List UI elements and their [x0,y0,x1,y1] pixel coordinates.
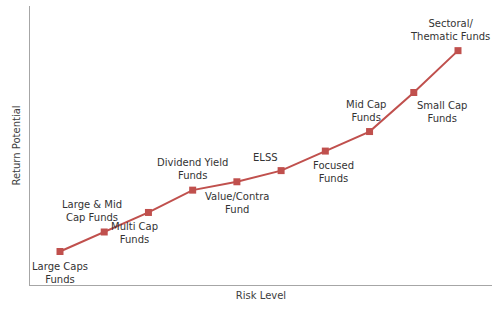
svg-text:Return Potential: Return Potential [11,105,22,185]
svg-text:Value/ContraFund: Value/ContraFund [205,191,269,215]
svg-text:Sectoral/Thematic Funds: Sectoral/Thematic Funds [410,18,490,42]
svg-text:Risk Level: Risk Level [236,290,286,301]
svg-text:FocusedFunds: FocusedFunds [313,160,354,184]
svg-text:Small CapFunds: Small CapFunds [417,100,467,124]
svg-text:Large & MidCap Funds: Large & MidCap Funds [62,199,122,223]
svg-text:Large CapsFunds: Large CapsFunds [32,261,88,285]
svg-text:Dividend YieldFunds: Dividend YieldFunds [157,157,228,181]
svg-text:ELSS: ELSS [253,152,278,163]
svg-text:Mid CapFunds: Mid CapFunds [346,99,386,123]
svg-text:Multi CapFunds: Multi CapFunds [111,221,158,245]
